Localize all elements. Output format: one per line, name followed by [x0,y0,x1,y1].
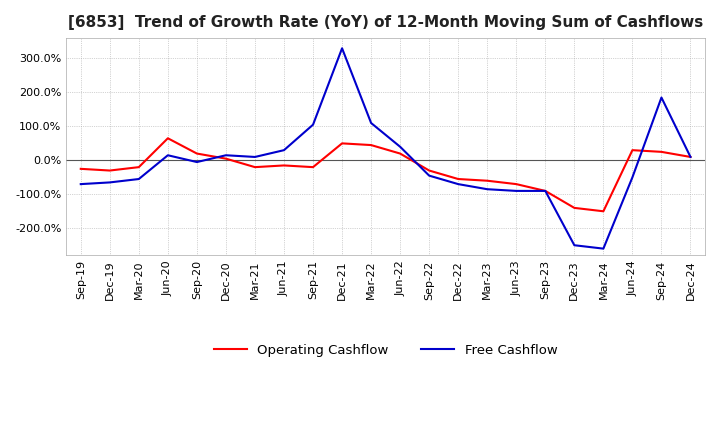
Free Cashflow [657,95,666,100]
Operating Cashflow [192,151,201,156]
Operating Cashflow [599,209,608,214]
Free Cashflow [366,121,375,126]
Operating Cashflow [425,168,433,173]
Operating Cashflow [251,165,259,170]
Legend: Operating Cashflow, Free Cashflow: Operating Cashflow, Free Cashflow [208,338,563,362]
Operating Cashflow [483,178,492,183]
Operating Cashflow [163,136,172,141]
Free Cashflow [192,159,201,165]
Free Cashflow [396,144,405,150]
Line: Operating Cashflow: Operating Cashflow [81,138,690,211]
Free Cashflow [76,181,85,187]
Free Cashflow [279,147,288,153]
Operating Cashflow [76,166,85,172]
Free Cashflow [541,188,549,194]
Free Cashflow [570,242,579,248]
Operating Cashflow [628,147,636,153]
Free Cashflow [222,153,230,158]
Operating Cashflow [222,156,230,161]
Operating Cashflow [686,154,695,160]
Free Cashflow [338,46,346,51]
Operating Cashflow [454,176,462,182]
Operating Cashflow [512,181,521,187]
Free Cashflow [251,154,259,160]
Free Cashflow [599,246,608,251]
Free Cashflow [686,154,695,160]
Operating Cashflow [396,151,405,156]
Free Cashflow [425,173,433,178]
Operating Cashflow [541,188,549,194]
Free Cashflow [512,188,521,194]
Operating Cashflow [338,141,346,146]
Free Cashflow [454,181,462,187]
Operating Cashflow [279,163,288,168]
Line: Free Cashflow: Free Cashflow [81,48,690,249]
Operating Cashflow [105,168,114,173]
Free Cashflow [309,122,318,127]
Operating Cashflow [135,165,143,170]
Free Cashflow [163,153,172,158]
Operating Cashflow [657,149,666,154]
Free Cashflow [135,176,143,182]
Operating Cashflow [570,205,579,210]
Operating Cashflow [366,143,375,148]
Free Cashflow [483,187,492,192]
Free Cashflow [628,175,636,180]
Operating Cashflow [309,165,318,170]
Title: [6853]  Trend of Growth Rate (YoY) of 12-Month Moving Sum of Cashflows: [6853] Trend of Growth Rate (YoY) of 12-… [68,15,703,30]
Free Cashflow [105,180,114,185]
